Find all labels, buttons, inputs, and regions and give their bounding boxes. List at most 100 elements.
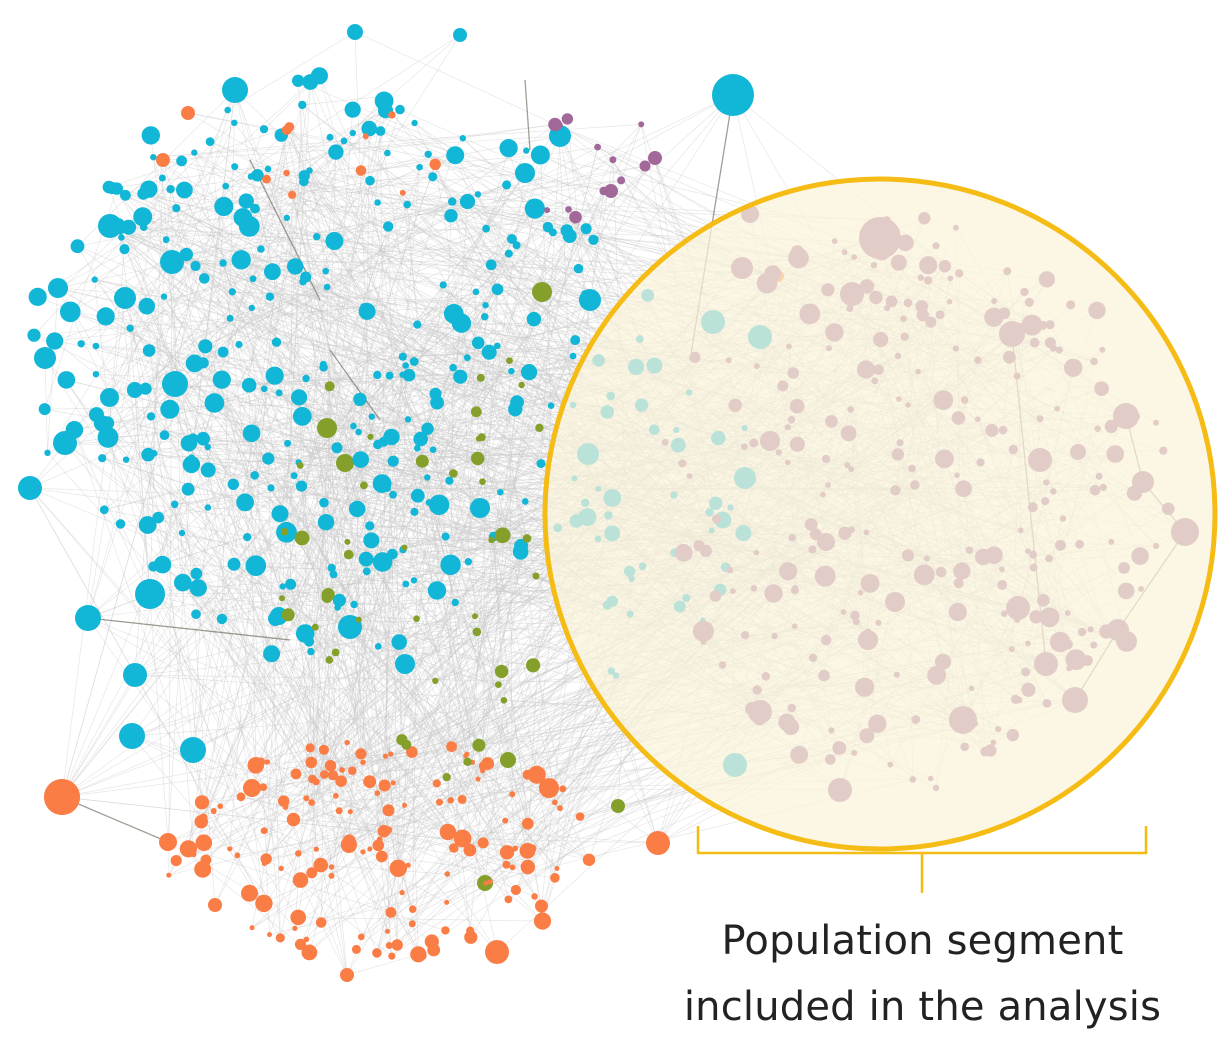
network-edge [287, 443, 423, 462]
network-node-orange [313, 846, 319, 852]
network-edge [310, 136, 367, 652]
network-node-orange [170, 855, 182, 867]
network-edge [168, 494, 394, 876]
network-node-blue [464, 558, 472, 566]
network-node-green [355, 616, 362, 623]
network-edge [121, 298, 332, 569]
network-edge [240, 95, 386, 261]
network-node-orange [290, 768, 302, 780]
network-edge [120, 523, 631, 615]
network-node-orange [292, 872, 309, 888]
network-node-blue [292, 407, 312, 426]
network-node-blue [441, 532, 450, 541]
network-edge [376, 800, 452, 954]
network-edge [61, 742, 348, 798]
network-node-blue [100, 416, 115, 430]
network-node-blue [159, 430, 170, 441]
network-edge [194, 209, 569, 364]
network-edge [109, 397, 419, 955]
network-edge [369, 375, 410, 526]
network-node-orange [444, 871, 451, 877]
network-node-blue [238, 193, 254, 209]
network-node-green [532, 572, 540, 580]
network-edge [109, 215, 452, 398]
network-edge [414, 122, 579, 269]
network-edge [362, 128, 370, 763]
network-edge [29, 487, 499, 685]
network-edge [574, 94, 734, 341]
network-node-blue [60, 301, 81, 323]
network-edge [309, 441, 385, 748]
network-node-orange [406, 746, 418, 758]
network-edge [186, 254, 438, 403]
network-node-blue [118, 234, 125, 241]
network-edge [358, 547, 405, 620]
network-edge [207, 286, 328, 508]
network-node-blue [212, 370, 231, 389]
network-edge [411, 752, 419, 955]
network-node-blue [506, 234, 517, 244]
network-edge-strong [87, 617, 291, 641]
network-edge [237, 402, 438, 856]
network-node-blue [375, 126, 386, 136]
network-edge [377, 289, 498, 445]
network-edge [64, 402, 438, 444]
network-edge [301, 109, 401, 417]
network-node-blue [222, 182, 230, 190]
network-edge [311, 426, 354, 873]
network-node-blue [384, 149, 391, 157]
network-edge [191, 457, 483, 772]
network-edge [329, 386, 343, 771]
network-node-orange [340, 968, 354, 982]
network-edge [462, 551, 521, 839]
network-edge [354, 31, 646, 167]
network-edge [107, 422, 336, 653]
network-edge [134, 389, 151, 595]
network-node-orange [360, 759, 366, 766]
network-node-blue [100, 388, 119, 407]
network-edge [292, 172, 526, 196]
network-node-blue [372, 474, 392, 493]
network-node-blue [372, 552, 393, 572]
network-edge [171, 261, 589, 455]
network-node-blue [573, 263, 584, 274]
network-edge [462, 838, 659, 844]
network-edge [209, 141, 591, 301]
network-edge [134, 389, 163, 565]
network-node-blue [38, 403, 51, 416]
network-node-orange [385, 942, 393, 949]
network-node-orange [521, 817, 534, 830]
network-node-green [413, 615, 420, 622]
network-node-orange [378, 779, 391, 792]
network-node-blue [150, 154, 157, 161]
network-edge [301, 416, 317, 782]
network-edge [182, 582, 424, 957]
network-edge [81, 343, 324, 368]
network-node-orange [464, 930, 478, 944]
network-edge [171, 244, 517, 263]
network-edge [184, 189, 287, 219]
network-edge [47, 287, 59, 453]
network-edge [108, 126, 290, 188]
network-edge [265, 502, 586, 860]
network-edge [451, 405, 552, 747]
network-edge [260, 527, 558, 763]
network-node-purple [544, 207, 551, 214]
network-node-blue [264, 263, 281, 281]
network-node-orange [303, 936, 310, 943]
network-edge [427, 428, 481, 509]
network-node-orange [446, 741, 457, 752]
network-node-blue [494, 342, 501, 350]
network-node-green [500, 697, 508, 704]
network-edge [205, 94, 734, 347]
network-edge [264, 459, 362, 864]
network-edge [131, 547, 405, 737]
network-node-orange [328, 864, 335, 870]
network-edge [384, 284, 444, 786]
network-edge [129, 328, 362, 938]
network-node-blue [510, 395, 524, 410]
network-edge [446, 776, 513, 795]
network-edge [349, 619, 360, 812]
network-node-green [522, 534, 532, 543]
network-edge [64, 438, 479, 444]
